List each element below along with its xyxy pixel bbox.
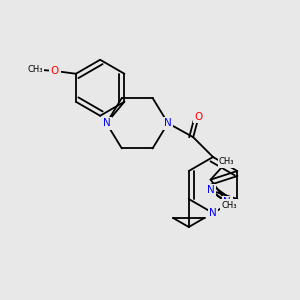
Text: N: N	[164, 118, 172, 128]
Text: N: N	[103, 118, 110, 128]
Text: O: O	[51, 66, 59, 76]
Text: CH₃: CH₃	[219, 158, 234, 166]
Text: N: N	[223, 197, 231, 207]
Text: CH₃: CH₃	[222, 200, 237, 209]
Text: O: O	[194, 112, 203, 122]
Text: N: N	[209, 208, 217, 218]
Text: CH₃: CH₃	[28, 65, 43, 74]
Text: N: N	[207, 185, 214, 195]
